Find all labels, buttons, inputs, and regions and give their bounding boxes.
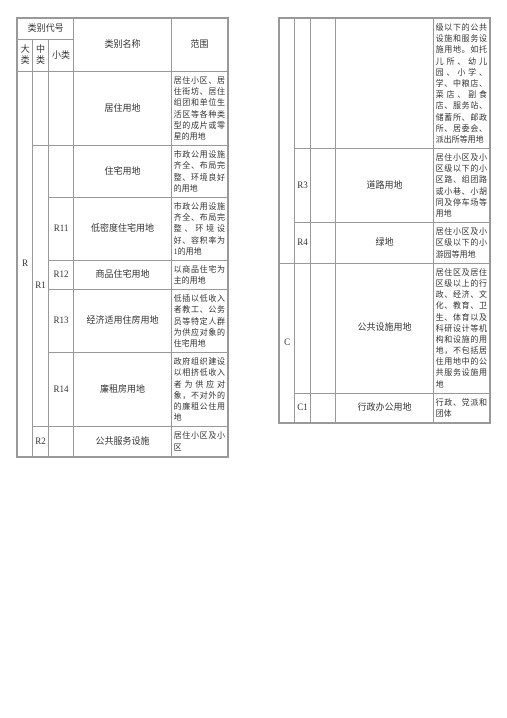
cell-xiao <box>310 149 336 223</box>
cell-name: 廉租房用地 <box>74 353 171 427</box>
cell-xiao: R11 <box>48 197 74 260</box>
cell-zhong <box>33 72 48 146</box>
cell-xiao <box>48 427 74 456</box>
header-name: 类别名称 <box>74 19 171 72</box>
table-row: R13 经济适用住房用地 低插以低收入者教工、公务员等特定人群为供应对象的住宅用… <box>18 290 228 353</box>
cell-scope: 居住区及居住区级以上的行政、经济、文化、教育、卫生、体育以及科研设计等机构和设施… <box>433 263 489 393</box>
table-row: R1 住宅用地 市政公用设施齐全、布局完整、环境良好的用地 <box>18 146 228 198</box>
table-row: R3 道路用地 居住小区及小区级以下的小区路、组团路或小巷、小胡同及停车场等用地 <box>280 149 490 223</box>
table-row: R11 低密度住宅用地 市政公用设施齐全、布局完整、环境设好、容积率为1的用地 <box>18 197 228 260</box>
cell-name <box>336 19 433 149</box>
cell-scope: 级以下的公共设施和服务设施用地。如托儿所、幼儿园、小学、学、中粮店、菜店、副食店… <box>433 19 489 149</box>
table-row: C1 行政办公用地 行政、党派和团体 <box>280 393 490 422</box>
cell-scope: 市政公用设施齐全、布局完整、环境良好的用地 <box>171 146 227 198</box>
table-row: R14 廉租房用地 政府组织建设以相挤低收入者为供应对象，不对外的的廉租公住用地 <box>18 353 228 427</box>
table-row: R 居住用地 居住小区、居住街坊、居住组团和单位生活区等各种类型的成片或零星的用… <box>18 72 228 146</box>
cell-name: 低密度住宅用地 <box>74 197 171 260</box>
cell-name: 行政办公用地 <box>336 393 433 422</box>
cell-scope: 居住小区及小区级以下的小游园等用地 <box>433 223 489 264</box>
cell-xiao <box>310 223 336 264</box>
classification-table-left: 类别代号 类别名称 范围 大类 中类 小类 R 居住用地 居住小区、居住街坊、居… <box>17 18 228 457</box>
right-table-container: 级以下的公共设施和服务设施用地。如托儿所、幼儿园、小学、学、中粮店、菜店、副食店… <box>278 17 491 424</box>
cell-scope: 市政公用设施齐全、布局完整、环境设好、容积率为1的用地 <box>171 197 227 260</box>
table-row: R4 绿地 居住小区及小区级以下的小游园等用地 <box>280 223 490 264</box>
cell-scope: 低插以低收入者教工、公务员等特定人群为供应对象的住宅用地 <box>171 290 227 353</box>
cell-zhong: R1 <box>33 146 48 427</box>
table-row: R2 公共服务设施 居住小区及小区 <box>18 427 228 456</box>
header-xiao: 小类 <box>48 39 74 71</box>
cell-name: 公共服务设施 <box>74 427 171 456</box>
cell-da <box>280 19 295 264</box>
cell-scope: 居住小区、居住街坊、居住组团和单位生活区等各种类型的成片或零星的用地 <box>171 72 227 146</box>
cell-xiao <box>48 146 74 198</box>
table-row: 级以下的公共设施和服务设施用地。如托儿所、幼儿园、小学、学、中粮店、菜店、副食店… <box>280 19 490 149</box>
cell-name: 公共设施用地 <box>336 263 433 393</box>
left-table-container: 类别代号 类别名称 范围 大类 中类 小类 R 居住用地 居住小区、居住街坊、居… <box>16 17 229 458</box>
cell-name: 绿地 <box>336 223 433 264</box>
cell-xiao <box>310 263 336 393</box>
cell-zhong <box>295 263 310 393</box>
header-scope: 范围 <box>171 19 227 72</box>
header-zhong: 中类 <box>33 39 48 71</box>
cell-name: 道路用地 <box>336 149 433 223</box>
cell-name: 住宅用地 <box>74 146 171 198</box>
cell-xiao <box>310 393 336 422</box>
cell-xiao: R14 <box>48 353 74 427</box>
cell-zhong: R4 <box>295 223 310 264</box>
cell-scope: 行政、党派和团体 <box>433 393 489 422</box>
cell-zhong: R3 <box>295 149 310 223</box>
cell-name: 居住用地 <box>74 72 171 146</box>
cell-zhong: C1 <box>295 393 310 422</box>
cell-scope: 政府组织建设以相挤低收入者为供应对象，不对外的的廉租公住用地 <box>171 353 227 427</box>
cell-xiao <box>310 19 336 149</box>
cell-xiao <box>48 72 74 146</box>
cell-zhong: R2 <box>33 427 48 456</box>
cell-xiao: R13 <box>48 290 74 353</box>
table-row: C 公共设施用地 居住区及居住区级以上的行政、经济、文化、教育、卫生、体育以及科… <box>280 263 490 393</box>
cell-scope: 以商品住宅为主的用地 <box>171 260 227 289</box>
classification-table-right: 级以下的公共设施和服务设施用地。如托儿所、幼儿园、小学、学、中粮店、菜店、副食店… <box>279 18 490 423</box>
cell-scope: 居住小区及小区级以下的小区路、组团路或小巷、小胡同及停车场等用地 <box>433 149 489 223</box>
cell-name: 经济适用住房用地 <box>74 290 171 353</box>
header-row-1: 类别代号 类别名称 范围 <box>18 19 228 40</box>
header-da: 大类 <box>18 39 33 71</box>
cell-xiao: R12 <box>48 260 74 289</box>
table-row: R12 商品住宅用地 以商品住宅为主的用地 <box>18 260 228 289</box>
cell-zhong <box>295 19 310 149</box>
cell-da: R <box>18 72 33 457</box>
cell-scope: 居住小区及小区 <box>171 427 227 456</box>
header-category-code: 类别代号 <box>18 19 74 40</box>
cell-name: 商品住宅用地 <box>74 260 171 289</box>
cell-da: C <box>280 263 295 422</box>
